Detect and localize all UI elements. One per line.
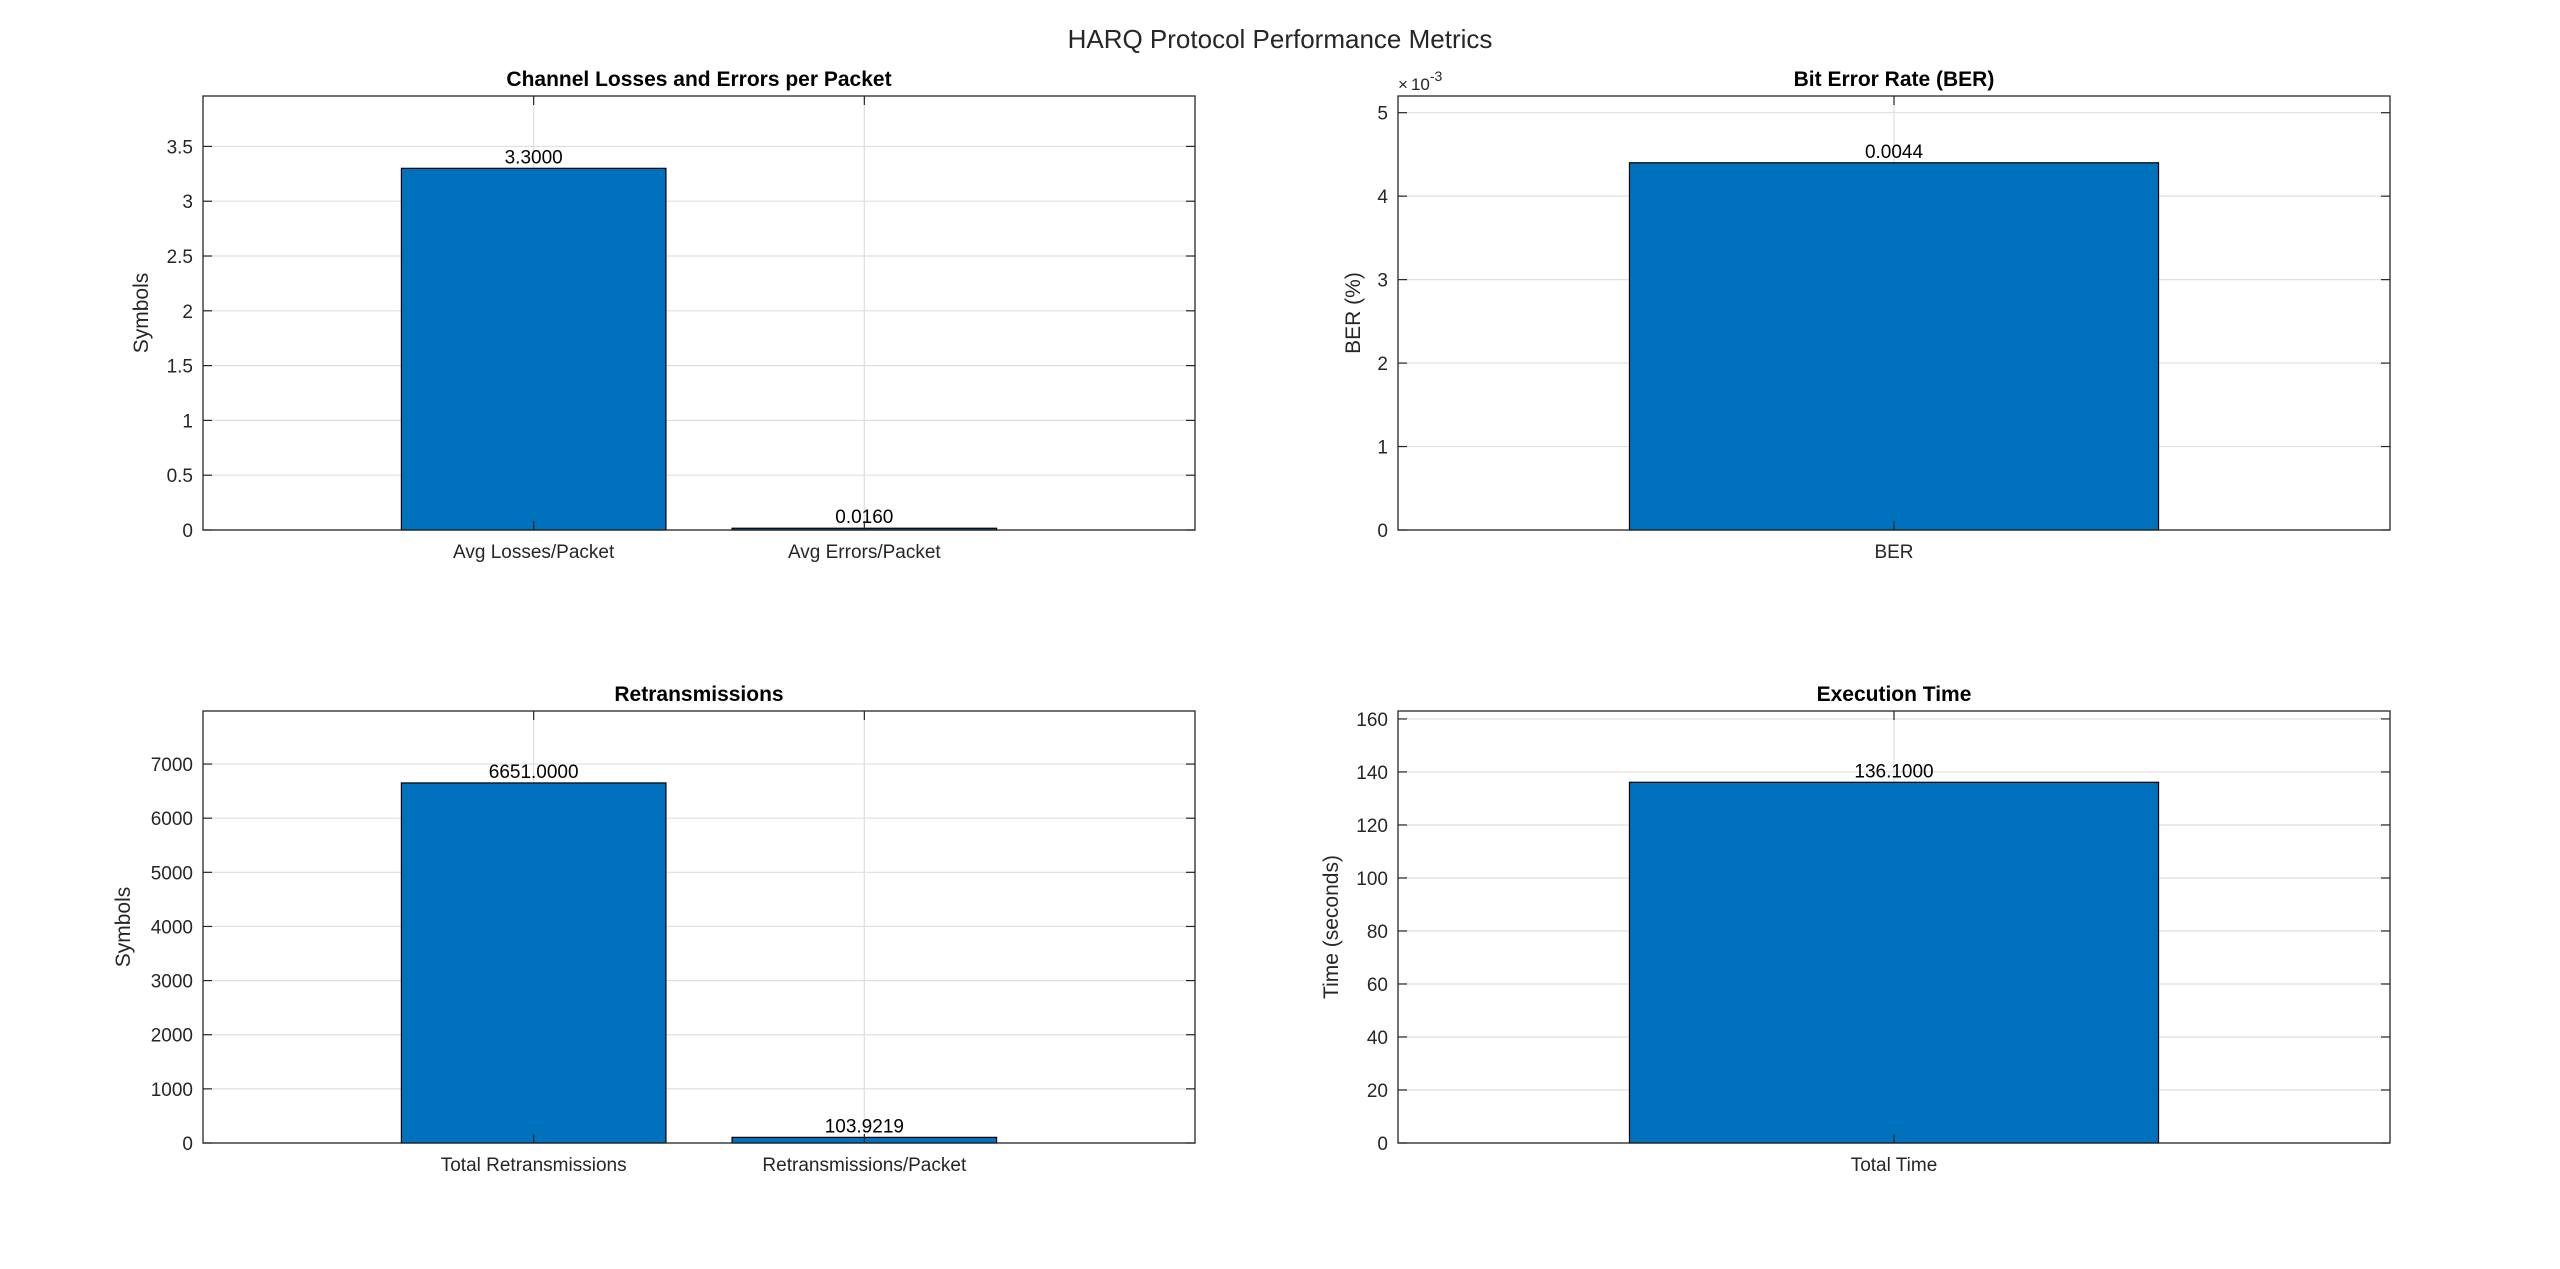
y-tick-label: 5000 bbox=[151, 863, 193, 884]
y-tick-label: 7000 bbox=[151, 755, 193, 776]
data-label: 0.0160 bbox=[835, 507, 893, 528]
data-label: 0.0044 bbox=[1865, 142, 1924, 163]
y-tick-label: 4000 bbox=[151, 917, 193, 938]
y-tick-label: 3 bbox=[1377, 271, 1388, 292]
y-tick-label: 0 bbox=[182, 1134, 193, 1155]
y-axis-label: BER (%) bbox=[1342, 272, 1365, 354]
subplot-4: 136.1000 0 20 40 60 80 100 120 140 160 Total Time E… bbox=[1320, 683, 2391, 1176]
data-label: 136.1000 bbox=[1854, 761, 1933, 782]
bar-avg-losses-packet bbox=[400, 167, 667, 531]
subplot-1: 3.3000 0.0160 0 0.5 1 1.5 2 2.5 3 3.5 Avg Losses/P… bbox=[130, 68, 1196, 563]
y-tick-label: 3000 bbox=[151, 972, 193, 993]
y-tick-label: 3 bbox=[182, 192, 193, 213]
axes-title: Channel Losses and Errors per Packet bbox=[506, 68, 891, 91]
plot-area bbox=[203, 96, 1195, 530]
figure-title: HARQ Protocol Performance Metrics bbox=[1068, 24, 1493, 54]
y-tick-label: 6000 bbox=[151, 809, 193, 830]
bar-total-time bbox=[1628, 781, 2160, 1144]
y-tick-label: 2000 bbox=[151, 1026, 193, 1047]
y-tick-label: 0.5 bbox=[167, 466, 193, 487]
y-tick-label: 2.5 bbox=[167, 247, 193, 268]
x-tick-label: Total Time bbox=[1851, 1155, 1938, 1176]
subplot-2: 0.0044 0 1 2 3 4 5 BER Bit Error Rate (BER) BER (… bbox=[1342, 68, 2391, 563]
bar-total-retransmissions bbox=[400, 782, 667, 1144]
y-tick-label: 40 bbox=[1367, 1028, 1388, 1049]
y-exponent-label: × 10-3 bbox=[1398, 68, 1443, 94]
y-tick-label: 80 bbox=[1367, 922, 1388, 943]
y-tick-label: 1000 bbox=[151, 1080, 193, 1101]
y-axis-label: Time (seconds) bbox=[1320, 855, 1343, 999]
y-tick-label: 20 bbox=[1367, 1081, 1388, 1102]
x-tick-label: Avg Losses/Packet bbox=[453, 542, 615, 563]
subplot-3: 6651.0000 103.9219 0 1000 2000 3000 4000 5000 60… bbox=[112, 683, 1196, 1176]
y-tick-label: 1.5 bbox=[167, 357, 193, 378]
y-tick-label: 4 bbox=[1377, 187, 1388, 208]
y-tick-label: 0 bbox=[1377, 521, 1388, 542]
y-axis-label: Symbols bbox=[130, 273, 153, 354]
x-tick-label: Total Retransmissions bbox=[441, 1155, 627, 1176]
y-tick-label: 2 bbox=[1377, 354, 1388, 375]
subplots: 3.3000 0.0160 0 0.5 1 1.5 2 2.5 3 3.5 Avg Losses/P… bbox=[112, 68, 2391, 1176]
y-tick-label: 0 bbox=[1377, 1134, 1388, 1155]
x-tick-label: BER bbox=[1874, 542, 1913, 563]
y-tick-label: 2 bbox=[182, 302, 193, 323]
y-tick-label: 120 bbox=[1356, 816, 1388, 837]
y-tick-label: 100 bbox=[1356, 869, 1388, 890]
y-tick-label: 0 bbox=[182, 521, 193, 542]
y-tick-label: 60 bbox=[1367, 975, 1388, 996]
y-tick-label: 5 bbox=[1377, 104, 1388, 125]
x-tick-label: Retransmissions/Packet bbox=[762, 1155, 967, 1176]
y-tick-label: 160 bbox=[1356, 710, 1388, 731]
axes-title: Bit Error Rate (BER) bbox=[1794, 68, 1995, 91]
axes-box bbox=[202, 95, 1196, 531]
axes-title: Execution Time bbox=[1817, 683, 1972, 706]
y-tick-label: 1 bbox=[182, 411, 193, 432]
y-tick-label: 3.5 bbox=[167, 137, 193, 158]
data-label: 103.9219 bbox=[825, 1116, 904, 1137]
y-axis-label: Symbols bbox=[112, 887, 135, 968]
x-tick-label: Avg Errors/Packet bbox=[788, 542, 941, 563]
data-label: 6651.0000 bbox=[489, 762, 579, 783]
y-tick-label: 1 bbox=[1377, 438, 1388, 459]
bar-ber bbox=[1628, 162, 2160, 531]
axes-title: Retransmissions bbox=[614, 683, 783, 706]
y-tick-label: 140 bbox=[1356, 763, 1388, 784]
data-label: 3.3000 bbox=[505, 147, 563, 168]
